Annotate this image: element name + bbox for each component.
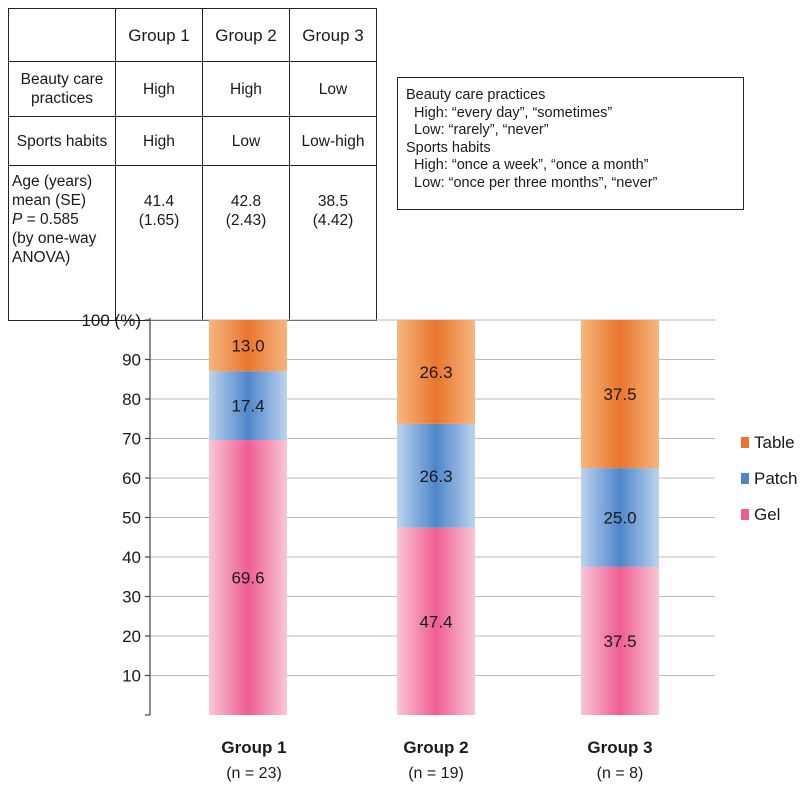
category-name: Group 2 <box>403 738 469 757</box>
bar-gel-group-2 <box>397 527 475 715</box>
table-row-sports: Sports habits High Low Low-high <box>8 116 377 166</box>
category-label-group-3: Group 3 (n = 8) <box>550 737 690 785</box>
table-row-beauty: Beauty care practices High High Low <box>8 61 377 117</box>
category-n: (n = 8) <box>596 765 644 782</box>
legend-label-gel: Gel <box>754 504 781 524</box>
table-cell: 41.4 (1.65) <box>115 165 203 321</box>
y-tick-label: 20 <box>122 627 141 646</box>
definition-sports-title: Sports habits <box>406 139 491 156</box>
age-mean: 41.4 <box>143 193 175 210</box>
y-tick-label: 50 <box>122 509 141 528</box>
category-label-group-2: Group 2 (n = 19) <box>366 737 506 785</box>
data-label-table-group-2: 26.3 <box>419 363 452 382</box>
stacked-bar-chart: 69.6 17.4 13.0 47.4 26.3 26.3 37.5 25.0 37.5 10 2… <box>81 311 715 716</box>
legend-item-table: Table <box>741 430 797 455</box>
legend-item-gel: Gel <box>741 502 797 527</box>
age-mean: 42.8 <box>230 193 262 210</box>
table-header-group-1: Group 1 <box>115 8 203 62</box>
legend-swatch-patch <box>741 473 749 484</box>
category-name: Group 1 <box>221 738 287 757</box>
y-tick-label: 70 <box>122 430 141 449</box>
age-se: (4.42) <box>312 212 354 229</box>
p-symbol: P <box>12 211 23 228</box>
data-label-patch-group-1: 17.4 <box>231 397 264 416</box>
p-value-line: P = 0.585 <box>12 210 112 229</box>
data-label-gel-group-1: 69.6 <box>231 569 264 588</box>
legend-label-table: Table <box>754 432 795 452</box>
table-cell: Low-high <box>289 116 377 166</box>
bar-table-group-3 <box>581 320 659 469</box>
table-row-age: Age (years) mean (SE) P = 0.585 (by one-… <box>8 165 377 321</box>
bar-patch-group-1 <box>209 371 287 441</box>
legend-swatch-gel <box>741 509 749 520</box>
y-tick-label: 40 <box>122 548 141 567</box>
table-header-group-3: Group 3 <box>289 8 377 62</box>
age-label-line: Age (years) <box>12 173 93 190</box>
age-se: (2.43) <box>225 212 267 229</box>
age-se: (1.65) <box>138 212 180 229</box>
definition-sports-low: Low: “once per three months”, “never” <box>414 174 658 191</box>
data-label-patch-group-3: 25.0 <box>603 509 636 528</box>
definitions-box: Beauty care practices High: “every day”,… <box>397 77 744 210</box>
age-label-line: mean (SE) <box>12 192 87 209</box>
age-label-line: (by one-way <box>12 230 97 247</box>
table-header-row: Group 1 Group 2 Group 3 <box>8 8 377 62</box>
y-tick-label: 100 (%) <box>81 311 141 330</box>
definition-sports-high: High: “once a week”, “once a month” <box>414 157 649 173</box>
legend-swatch-table <box>741 437 749 448</box>
table-header-group-2: Group 2 <box>202 8 290 62</box>
table-header-empty <box>8 8 116 62</box>
age-label-line: ANOVA) <box>12 249 71 266</box>
y-tick-label: 90 <box>122 351 141 370</box>
bar-patch-group-2 <box>397 423 475 528</box>
group-characteristics-table: Group 1 Group 2 Group 3 Beauty care prac… <box>8 8 377 321</box>
legend-item-patch: Patch <box>741 466 797 491</box>
bar-gel-group-1 <box>209 440 287 715</box>
table-cell: 42.8 (2.43) <box>202 165 290 321</box>
y-tick-label: 80 <box>122 390 141 409</box>
y-tick-label: 60 <box>122 469 141 488</box>
table-cell: 38.5 (4.42) <box>289 165 377 321</box>
y-tick-label: 10 <box>122 667 141 686</box>
age-mean: 38.5 <box>317 193 349 210</box>
chart-legend: Table Patch Gel <box>741 430 797 538</box>
category-n: (n = 19) <box>408 765 464 782</box>
data-label-gel-group-2: 47.4 <box>419 612 452 631</box>
table-cell: Low <box>202 116 290 166</box>
bar-gel-group-3 <box>581 566 659 715</box>
data-label-gel-group-3: 37.5 <box>603 632 636 651</box>
row-label-age: Age (years) mean (SE) P = 0.585 (by one-… <box>8 165 116 321</box>
table-cell: Low <box>289 61 377 117</box>
category-name: Group 3 <box>587 738 653 757</box>
data-label-table-group-1: 13.0 <box>231 337 264 356</box>
table-cell: High <box>115 116 203 166</box>
bar-table-group-2 <box>397 320 475 424</box>
table-cell: High <box>115 61 203 117</box>
y-tick-label: 30 <box>122 588 141 607</box>
data-label-table-group-3: 37.5 <box>603 385 636 404</box>
category-n: (n = 23) <box>226 765 282 782</box>
category-label-group-1: Group 1 (n = 23) <box>184 737 324 785</box>
definition-beauty-title: Beauty care practices <box>406 87 546 103</box>
legend-label-patch: Patch <box>754 468 798 488</box>
row-label-beauty: Beauty care practices <box>8 61 116 117</box>
row-label-sports: Sports habits <box>8 116 116 166</box>
bar-table-group-1 <box>209 320 287 372</box>
definition-beauty-low: Low: “rarely”, “never” <box>414 122 549 138</box>
table-cell: High <box>202 61 290 117</box>
bar-patch-group-3 <box>581 468 659 567</box>
data-label-patch-group-2: 26.3 <box>419 467 452 486</box>
definition-beauty-high: High: “every day”, “sometimes” <box>414 104 613 121</box>
p-value: = 0.585 <box>26 211 79 228</box>
